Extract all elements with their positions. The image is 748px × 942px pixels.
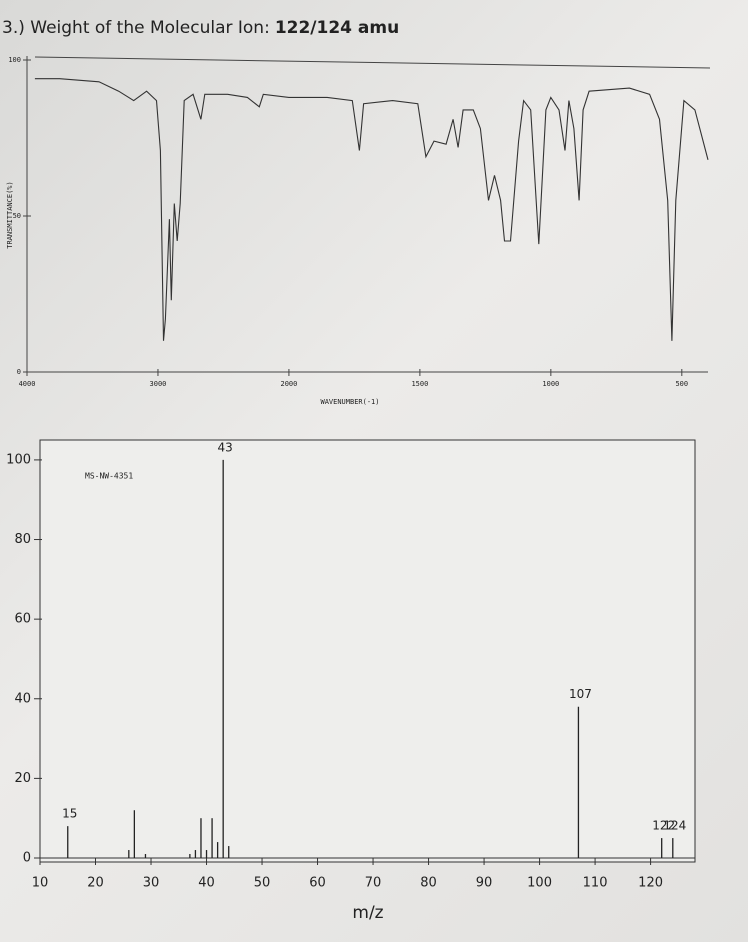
- peak-label: 122: [652, 819, 675, 833]
- x-tick-label: 100: [527, 876, 552, 891]
- y-tick-label: 0: [17, 368, 21, 376]
- y-tick-label: 60: [14, 612, 31, 627]
- x-axis-label: WAVENUMBER(-1): [320, 398, 379, 406]
- x-tick-label: 60: [309, 876, 326, 891]
- x-tick-label: 70: [365, 876, 382, 891]
- x-tick-label: 40: [198, 876, 215, 891]
- peak-label: 124: [663, 819, 686, 833]
- peak-label: 107: [569, 687, 592, 701]
- x-tick-label: 110: [583, 876, 608, 891]
- title-highlight: 122/124 amu: [274, 18, 400, 38]
- x-tick-label: 4000: [19, 380, 36, 388]
- y-tick-label: 80: [14, 532, 31, 547]
- ir-chart: 0 50 100 4000 3000 2000 1500 1000 500 WAVENUMBER(…: [6, 56, 711, 406]
- y-tick-label: 50: [13, 212, 21, 220]
- title: 3.) Weight of the Molecular Ion: 122/124 …: [2, 18, 399, 38]
- y-tick-label: 100: [6, 452, 31, 467]
- x-tick-label: 1500: [411, 380, 428, 388]
- x-tick-label: 2000: [280, 380, 297, 388]
- x-tick-label: 500: [675, 380, 688, 388]
- x-axis-label: m/z: [352, 903, 383, 923]
- x-tick-label: 120: [638, 876, 663, 891]
- frame-top: [34, 56, 711, 69]
- x-tick-label: 20: [87, 876, 104, 891]
- peak-label: 15: [62, 807, 77, 821]
- x-tick-label: 50: [254, 876, 271, 891]
- y-tick-label: 20: [14, 771, 31, 786]
- x-tick-label: 1000: [542, 380, 559, 388]
- y-tick-label: 0: [23, 851, 31, 866]
- x-tick-label: 30: [143, 876, 160, 891]
- chart-annotation: MS-NW-4351: [85, 472, 133, 481]
- frame: [39, 439, 696, 863]
- title-text: 3.) Weight of the Molecular Ion:: [2, 18, 270, 38]
- x-tick-label: 3000: [150, 380, 167, 388]
- y-tick-label: 100: [8, 56, 21, 64]
- peak-label: 43: [218, 440, 233, 454]
- y-tick-label: 40: [14, 691, 31, 706]
- x-tick-label: 80: [420, 876, 437, 891]
- x-tick-label: 90: [476, 876, 493, 891]
- spectrum-line: [34, 78, 709, 341]
- x-tick-label: 10: [32, 876, 49, 891]
- y-axis-label: TRANSMITTANCE(%): [6, 181, 14, 248]
